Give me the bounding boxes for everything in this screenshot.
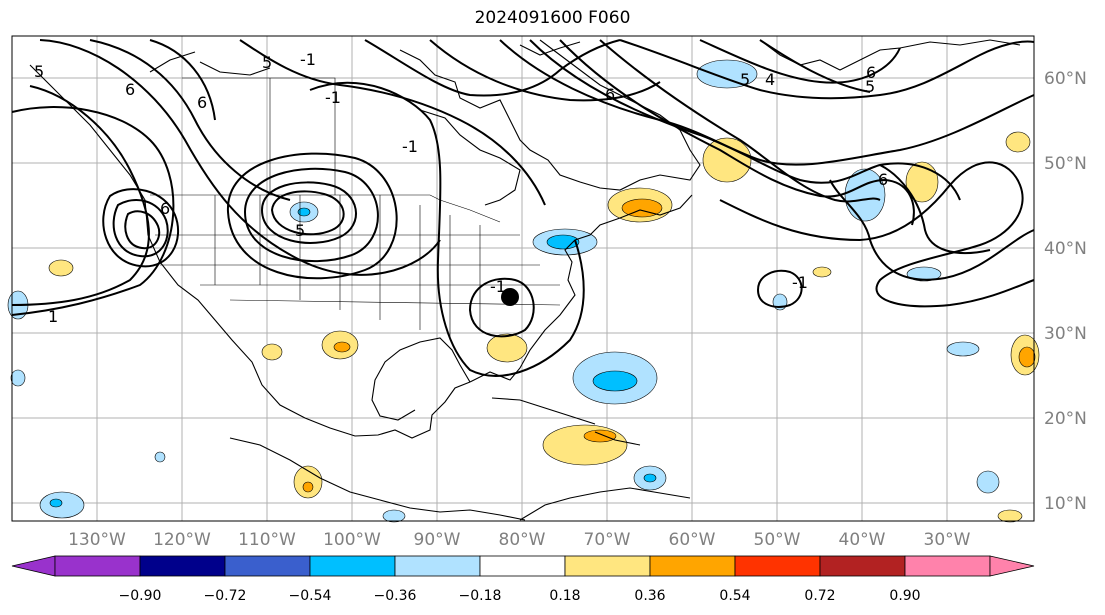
contour-label: 6 — [125, 80, 135, 99]
colorbar-under-arrow — [11, 555, 56, 577]
contour-label: 5 — [295, 221, 305, 240]
lon-label: 120°W — [153, 530, 211, 550]
contour-label: -1 — [490, 277, 506, 296]
lat-label: 60°N — [1044, 69, 1087, 89]
coastlines — [29, 39, 1021, 521]
contour-label: 6 — [160, 199, 170, 218]
lon-label: 90°W — [414, 530, 461, 550]
colorbar-segment — [394, 555, 481, 577]
colorbar-segment — [309, 555, 396, 577]
lon-label: 80°W — [499, 530, 546, 550]
contour-label: 5 — [740, 70, 750, 89]
contour-label: 6 — [605, 85, 615, 104]
colorbar-tick-label: −0.72 — [204, 588, 247, 604]
colorbar-tick-label: 0.54 — [719, 588, 750, 604]
lat-label: 10°N — [1044, 494, 1087, 514]
colorbar-tick-label: 0.72 — [804, 588, 835, 604]
height-contours — [11, 39, 1035, 377]
lon-label: 130°W — [68, 530, 126, 550]
colorbar-tick-label: −0.18 — [459, 588, 502, 604]
colorbar-segment — [54, 555, 141, 577]
contour-label: 6 — [197, 93, 207, 112]
colorbar-tick-label: 0.36 — [634, 588, 665, 604]
contour-label: 1 — [48, 307, 58, 326]
colorbar-labels: −0.90 −0.72 −0.54 −0.36 −0.18 0.18 0.36 … — [119, 588, 921, 604]
lon-label: 30°W — [924, 530, 971, 550]
contour-label: -1 — [325, 88, 341, 107]
lat-label: 50°N — [1044, 154, 1087, 174]
contour-label: -1 — [402, 137, 418, 156]
colorbar-segment — [224, 555, 311, 577]
colorbar-tick-label: −0.36 — [374, 588, 417, 604]
contour-label: 6 — [878, 170, 888, 189]
lon-label: 110°W — [238, 530, 296, 550]
colorbar-segment — [564, 555, 651, 577]
political-borders — [150, 77, 561, 340]
map-frame — [11, 35, 1035, 522]
colorbar-tick-label: −0.90 — [119, 588, 162, 604]
anomaly-fills — [7, 59, 1040, 523]
colorbar-over-arrow — [989, 555, 1035, 577]
colorbar-segment — [139, 555, 226, 577]
lon-label: 40°W — [839, 530, 886, 550]
lat-label: 40°N — [1044, 239, 1087, 259]
colorbar-segment — [734, 555, 821, 577]
lon-label: 60°W — [669, 530, 716, 550]
colorbar-tick-label: 0.90 — [889, 588, 920, 604]
colorbar — [11, 555, 1035, 577]
colorbar-tick-label: −0.54 — [289, 588, 332, 604]
colorbar-segment — [819, 555, 906, 577]
latitude-labels: 60°N 50°N 40°N 30°N 20°N 10°N — [1044, 69, 1087, 514]
longitude-labels: 130°W 120°W 110°W 100°W 90°W 80°W 70°W 6… — [68, 530, 971, 550]
contour-label: -1 — [300, 50, 316, 69]
colorbar-segment — [649, 555, 736, 577]
contour-label: 5 — [262, 53, 272, 72]
contour-label: 5 — [865, 77, 875, 96]
lon-label: 70°W — [584, 530, 631, 550]
colorbar-tick-label: 0.18 — [549, 588, 580, 604]
contour-label: 5 — [34, 62, 44, 81]
lon-label: 50°W — [754, 530, 801, 550]
lon-label: 100°W — [323, 530, 381, 550]
lat-label: 20°N — [1044, 409, 1087, 429]
contour-label-group: 5 6 -1 5 6 -1 6 5 6 5 5 4 -1 1 -1 -1 6 6 — [34, 50, 888, 326]
lat-label: 30°N — [1044, 324, 1087, 344]
contour-label: 4 — [765, 70, 775, 89]
colorbar-segment — [904, 555, 991, 577]
storm-center-dot — [501, 288, 519, 306]
colorbar-segment — [479, 555, 566, 577]
contour-label: 6 — [866, 63, 876, 82]
contour-label: -1 — [792, 273, 808, 292]
map-title: 2024091600 F060 — [474, 8, 631, 28]
